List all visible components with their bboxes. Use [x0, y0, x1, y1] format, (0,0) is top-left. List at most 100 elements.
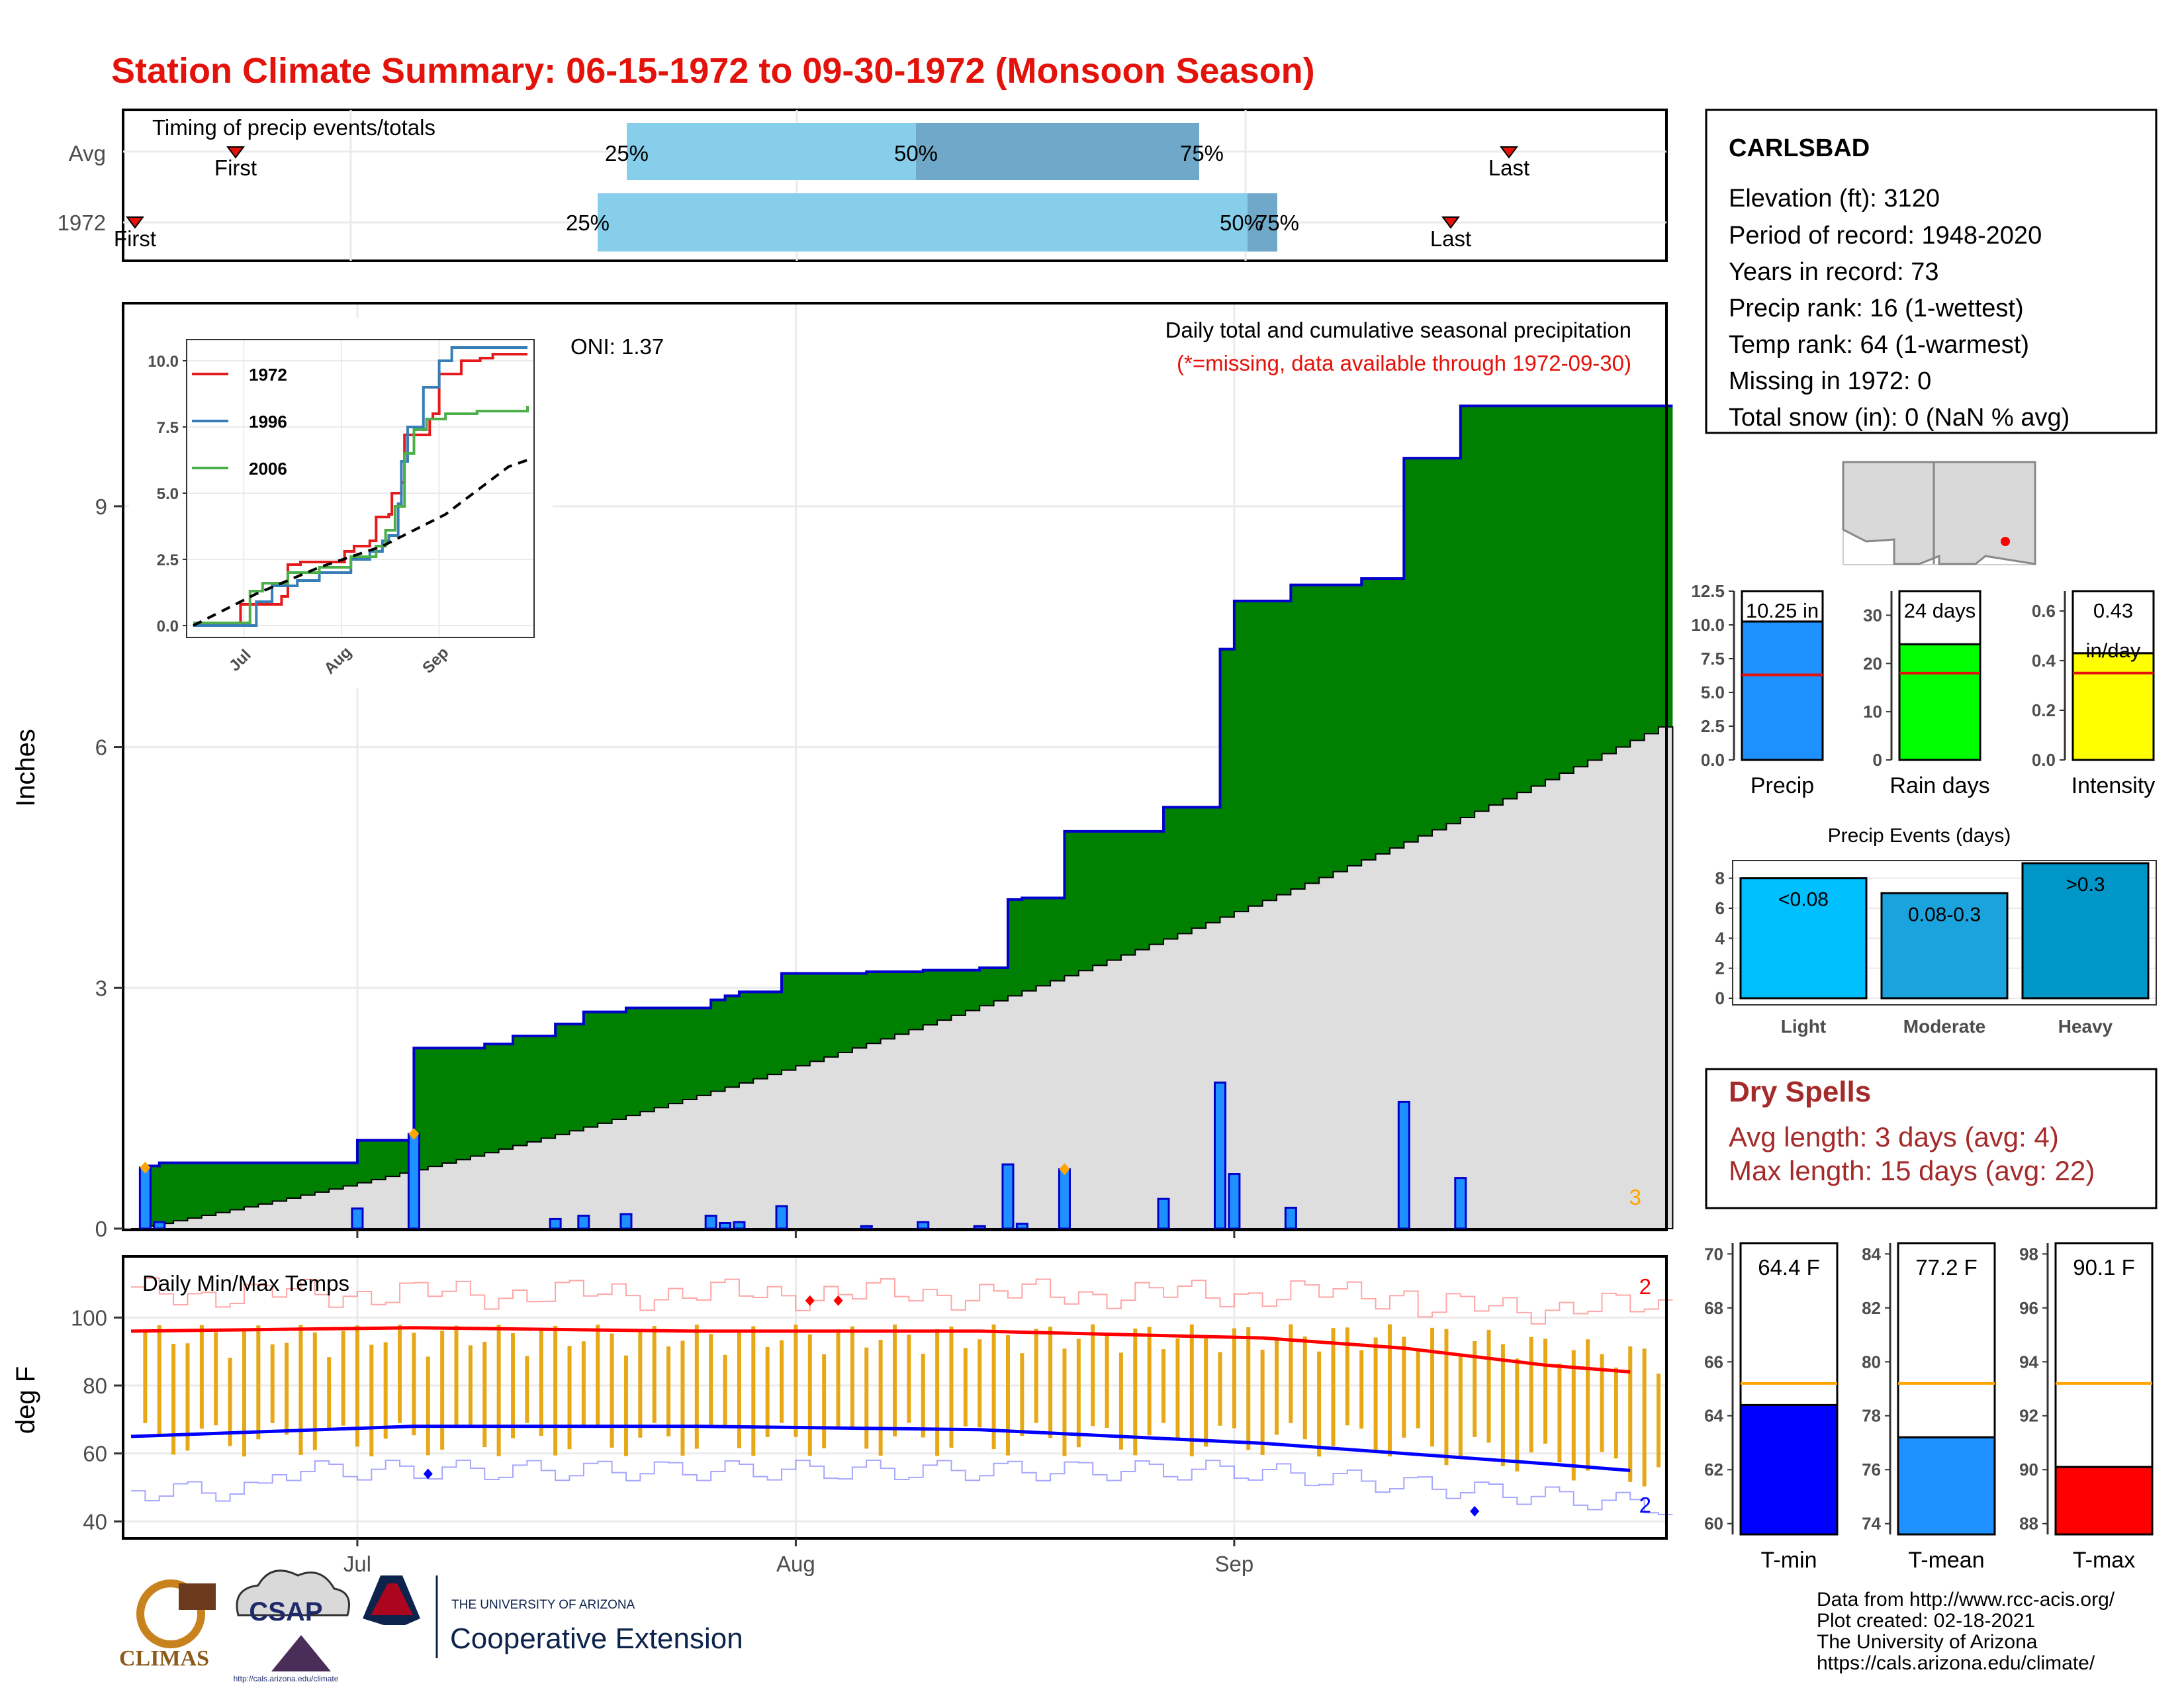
tbar-empty-box: [1897, 1242, 1996, 1438]
trace-marker: [140, 1161, 151, 1174]
csap-url: http://cals.arizona.edu/climate: [234, 1674, 339, 1683]
daily-temp-range-bar: [850, 1326, 854, 1427]
tmin-record-line: [131, 1459, 1673, 1515]
daily-precip-bar: [153, 1221, 166, 1230]
daily-temp-range-bar: [1204, 1336, 1208, 1447]
events-tick-label: 6: [1715, 898, 1725, 918]
daily-temp-range-bar: [1260, 1349, 1265, 1455]
daily-precip-bar: [1001, 1163, 1015, 1230]
daily-precip-bar: [619, 1213, 633, 1230]
mini-tick-label: 0.4: [2032, 651, 2056, 671]
tbar-tick-label: 66: [1704, 1352, 1723, 1372]
daily-temp-range-bar: [921, 1354, 925, 1438]
daily-precip-bar: [549, 1217, 562, 1230]
count-label: 3: [1629, 1185, 1641, 1209]
daily-temp-range-bar: [765, 1346, 770, 1437]
daily-temp-range-bar: [1345, 1327, 1349, 1426]
temp-x-tick-label: Aug: [776, 1552, 815, 1576]
mini-value-bar: [2071, 652, 2155, 761]
events-tick-label: 0: [1715, 988, 1725, 1008]
temp-bar-charts: 60 62 64 66 68 70 64.4 F T-min 74 76 78 80 82 84 77.2 …: [1704, 1242, 2154, 1573]
daily-temp-range-bar: [482, 1341, 487, 1448]
daily-precip-bar: [733, 1221, 746, 1230]
tbar-value-label: 77.2 F: [1915, 1255, 1978, 1280]
daily-temp-range-bar: [623, 1355, 628, 1456]
mini-empty-box: [1898, 590, 1981, 645]
tbar-tick-label: 88: [2019, 1514, 2038, 1534]
event-bar-label: 0.08-0.3: [1908, 904, 1981, 925]
daily-temp-range-bar: [1020, 1353, 1024, 1436]
daily-precip-bar: [917, 1221, 930, 1230]
daily-precip-bar: [1284, 1206, 1297, 1230]
daily-temp-range-bar: [327, 1357, 332, 1429]
daily-precip-bar: [577, 1215, 590, 1230]
tbar-tick-label: 98: [2019, 1244, 2038, 1264]
daily-temp-range-bar: [199, 1325, 204, 1429]
daily-temp-range-bar: [1600, 1354, 1604, 1452]
climas-logo: CLIMAS: [119, 1579, 216, 1671]
station-temp-rank: Temp rank: 64 (1-warmest): [1729, 331, 2029, 359]
climas-block-icon: [179, 1583, 216, 1610]
tmax-count: 2: [1639, 1274, 1651, 1299]
precip-y-tick-label: 0: [95, 1217, 107, 1241]
tbar-value-label: 64.4 F: [1758, 1255, 1820, 1280]
daily-temp-range-bar: [1402, 1336, 1406, 1438]
daily-temp-range-bar: [1586, 1339, 1590, 1471]
daily-temp-range-bar: [1118, 1352, 1123, 1450]
climas-text: CLIMAS: [119, 1646, 209, 1671]
tbar-value-bar: [2054, 1466, 2154, 1536]
daily-temp-range-bar: [878, 1340, 883, 1456]
cumulative-1972-line: [145, 404, 1673, 1168]
daily-temp-range-bar: [1500, 1344, 1505, 1467]
tbar-tick-label: 68: [1704, 1298, 1723, 1318]
tbar-chart-label: T-mean: [1908, 1548, 1984, 1573]
daily-temp-range-bar: [638, 1330, 643, 1438]
daily-temp-range-bar: [496, 1325, 501, 1456]
daily-temp-range-bar: [567, 1346, 572, 1450]
daily-temp-range-bar: [1246, 1327, 1251, 1450]
daily-temp-range-bar: [369, 1344, 374, 1457]
daily-precip-bar: [351, 1207, 364, 1230]
daily-temp-range-bar: [1486, 1329, 1491, 1443]
cumulative-area: [131, 404, 1674, 1229]
daily-temp-range-bar: [694, 1325, 699, 1449]
daily-temp-range-bar: [228, 1358, 232, 1446]
timing-panel-title: Timing of precip events/totals: [152, 115, 435, 140]
tbar-tick-label: 80: [1862, 1352, 1881, 1372]
map-region: [1842, 461, 2036, 565]
daily-temp-range-bar: [794, 1324, 798, 1437]
tmin-count: 2: [1639, 1493, 1651, 1517]
tbar-tick-label: 96: [2019, 1298, 2038, 1318]
missing-note: (*=missing, data available through 1972-…: [1177, 351, 1631, 375]
event-category-label: Heavy: [2058, 1016, 2113, 1037]
daily-temp-range-bar: [185, 1343, 190, 1451]
trace-marker: [408, 1127, 420, 1140]
daily-temp-range-bar: [1048, 1327, 1053, 1438]
tbar-tick-label: 76: [1862, 1460, 1881, 1479]
daily-temp-range-bar: [312, 1332, 317, 1450]
inset-lines: [187, 340, 534, 637]
mountain-icon: [271, 1635, 331, 1671]
daily-precip-bar: [704, 1215, 717, 1230]
daily-temp-range-bar: [468, 1345, 473, 1427]
ua-logo: THE UNIVERSITY OF ARIZONA Cooperative Ex…: [363, 1575, 743, 1658]
daily-temp-range-bar: [907, 1335, 911, 1423]
credit-plot-date: Plot created: 02-18-2021: [1817, 1610, 2035, 1632]
mini-tick-label: 0.6: [2032, 601, 2056, 621]
daily-precip-bar: [138, 1166, 152, 1230]
events-title: Precip Events (days): [1828, 825, 2011, 847]
temp-x-tick-label: Sep: [1215, 1552, 1254, 1576]
daily-temp-range-bar: [511, 1333, 515, 1438]
station-snow: Total snow (in): 0 (NaN % avg): [1729, 404, 2070, 432]
tbar-tick-label: 90: [2019, 1460, 2038, 1479]
daily-temp-range-bar: [610, 1333, 614, 1448]
footer-credits: Data from http://www.rcc-acis.org/ Plot …: [1817, 1589, 2115, 1674]
ua-extension-text: Cooperative Extension: [450, 1622, 743, 1655]
inset-y-tick-label: 2.5: [157, 551, 179, 569]
daily-precip-bar: [1454, 1177, 1467, 1230]
yr-last-marker: [1441, 216, 1460, 229]
avg-q25-label: 25%: [605, 141, 649, 165]
oni-label: ONI: 1.37: [570, 334, 664, 359]
daily-temp-range-bar: [1416, 1350, 1420, 1429]
